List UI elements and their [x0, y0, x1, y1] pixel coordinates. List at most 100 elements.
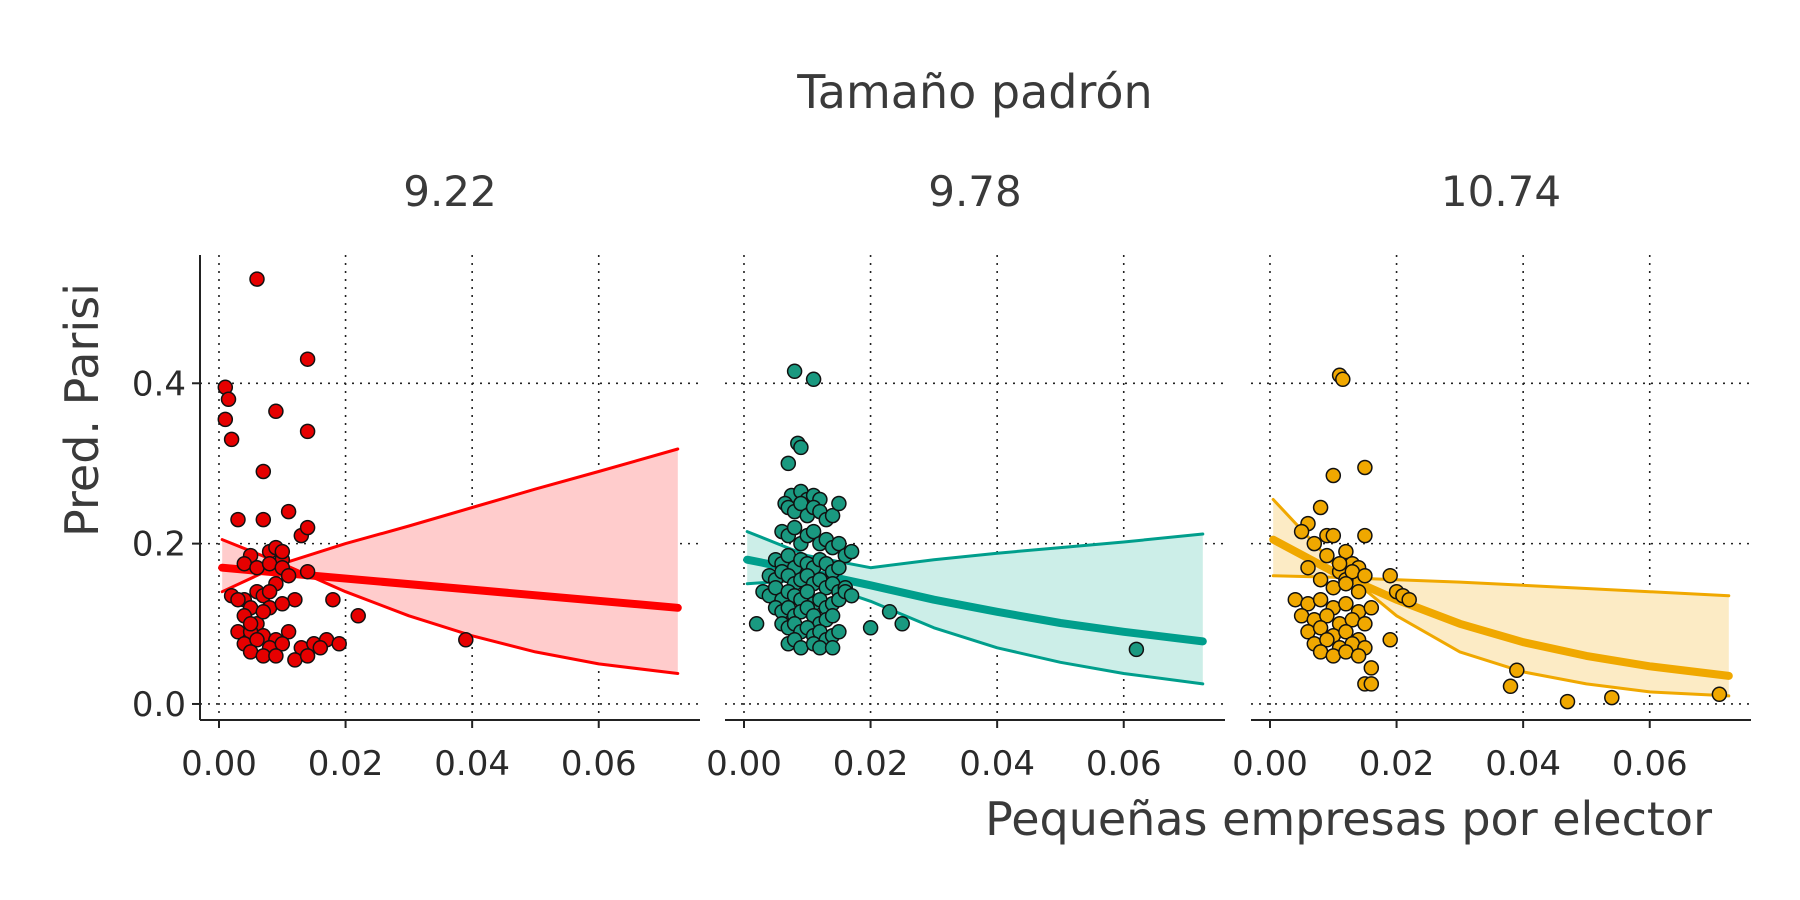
- data-point: [843, 587, 860, 604]
- data-point: [862, 620, 879, 636]
- data-point: [1338, 543, 1354, 560]
- data-point: [299, 648, 316, 664]
- data-point: [805, 523, 822, 540]
- data-point: [1331, 555, 1348, 572]
- data-point: [1338, 575, 1354, 592]
- data-point: [793, 439, 809, 456]
- data-point: [249, 559, 265, 576]
- data-point: [812, 640, 828, 656]
- data-point: [894, 616, 910, 632]
- panel-label: 10.74: [1441, 167, 1561, 216]
- x-tick-label: 0.00: [1232, 744, 1308, 784]
- data-point: [805, 371, 822, 388]
- data-point: [1293, 523, 1310, 540]
- x-tick-label: 0.02: [1359, 744, 1435, 784]
- data-point: [1357, 459, 1373, 476]
- data-point: [280, 503, 297, 520]
- x-tick-label: 0.00: [181, 744, 257, 784]
- x-tick-label: 0.02: [308, 744, 384, 784]
- data-point: [1604, 689, 1620, 706]
- data-point: [1312, 620, 1329, 636]
- data-point: [1335, 371, 1351, 388]
- data-point: [1312, 644, 1329, 660]
- data-point: [824, 640, 841, 656]
- data-point: [1502, 678, 1519, 695]
- x-tick-label: 0.00: [706, 744, 782, 784]
- x-tick-label: 0.06: [1086, 744, 1162, 784]
- y-tick-label: 0.2: [132, 525, 186, 565]
- data-point: [458, 632, 474, 648]
- data-point: [1357, 616, 1373, 632]
- x-tick-label: 0.06: [561, 744, 637, 784]
- data-point: [1312, 591, 1329, 608]
- data-point: [780, 455, 797, 472]
- panel-2: 9.78 0.00 0.02 0.04 0.06: [706, 167, 1225, 784]
- data-point: [274, 543, 291, 560]
- data-point: [1338, 644, 1354, 660]
- facet-title: Tamaño padrón: [796, 65, 1152, 119]
- y-axis-label: Pred. Parisi: [55, 283, 109, 537]
- data-point: [1509, 662, 1525, 679]
- x-tick-label: 0.04: [434, 744, 510, 784]
- data-point: [1300, 559, 1316, 576]
- data-point: [299, 351, 316, 367]
- data-point: [1357, 567, 1373, 584]
- y-tick-label: 0.0: [132, 685, 186, 725]
- data-point: [230, 591, 246, 608]
- data-point: [268, 403, 284, 420]
- panel-label: 9.22: [403, 167, 497, 216]
- x-tick-label: 0.04: [1485, 744, 1561, 784]
- panel-3: 10.74 0.00 0.02 0.04 0.06: [1232, 167, 1751, 784]
- data-point: [1363, 676, 1380, 692]
- data-point: [217, 411, 234, 428]
- data-point: [242, 644, 259, 660]
- data-point: [1711, 686, 1728, 703]
- confidence-band: [1273, 499, 1729, 696]
- data-point: [1357, 527, 1373, 544]
- data-point: [748, 616, 765, 632]
- y-tick-label: 0.4: [132, 364, 186, 404]
- data-point: [1319, 632, 1335, 648]
- data-point: [843, 543, 860, 560]
- data-point: [280, 624, 297, 640]
- data-point: [223, 431, 240, 448]
- data-point: [831, 559, 847, 576]
- data-point: [1128, 641, 1145, 658]
- data-point: [1382, 567, 1398, 584]
- data-point: [1559, 693, 1576, 710]
- data-point: [831, 535, 847, 552]
- data-point: [280, 567, 297, 584]
- data-point: [1319, 608, 1335, 624]
- data-point: [1382, 632, 1398, 648]
- data-point: [1363, 600, 1380, 616]
- x-tick-label: 0.06: [1612, 744, 1688, 784]
- data-point: [1319, 547, 1335, 564]
- data-point: [255, 511, 272, 528]
- data-point: [1350, 648, 1367, 664]
- data-point: [1363, 660, 1380, 676]
- data-point: [786, 519, 803, 536]
- data-point: [230, 511, 246, 528]
- panel-label: 9.78: [928, 167, 1022, 216]
- data-point: [824, 507, 841, 524]
- data-point: [1287, 591, 1304, 608]
- data-point: [1338, 596, 1354, 612]
- data-point: [1338, 624, 1354, 640]
- data-point: [274, 596, 291, 612]
- data-point: [331, 636, 347, 652]
- data-point: [1325, 648, 1342, 664]
- data-point: [1325, 467, 1342, 484]
- data-point: [824, 608, 841, 624]
- data-point: [249, 632, 265, 648]
- data-point: [299, 519, 316, 536]
- data-point: [299, 423, 316, 440]
- data-point: [299, 563, 316, 580]
- data-point: [255, 604, 272, 620]
- data-point: [793, 640, 809, 656]
- data-point: [1312, 499, 1329, 516]
- data-point: [799, 583, 816, 600]
- data-point: [255, 463, 272, 480]
- data-point: [1350, 583, 1367, 600]
- data-point: [881, 604, 898, 620]
